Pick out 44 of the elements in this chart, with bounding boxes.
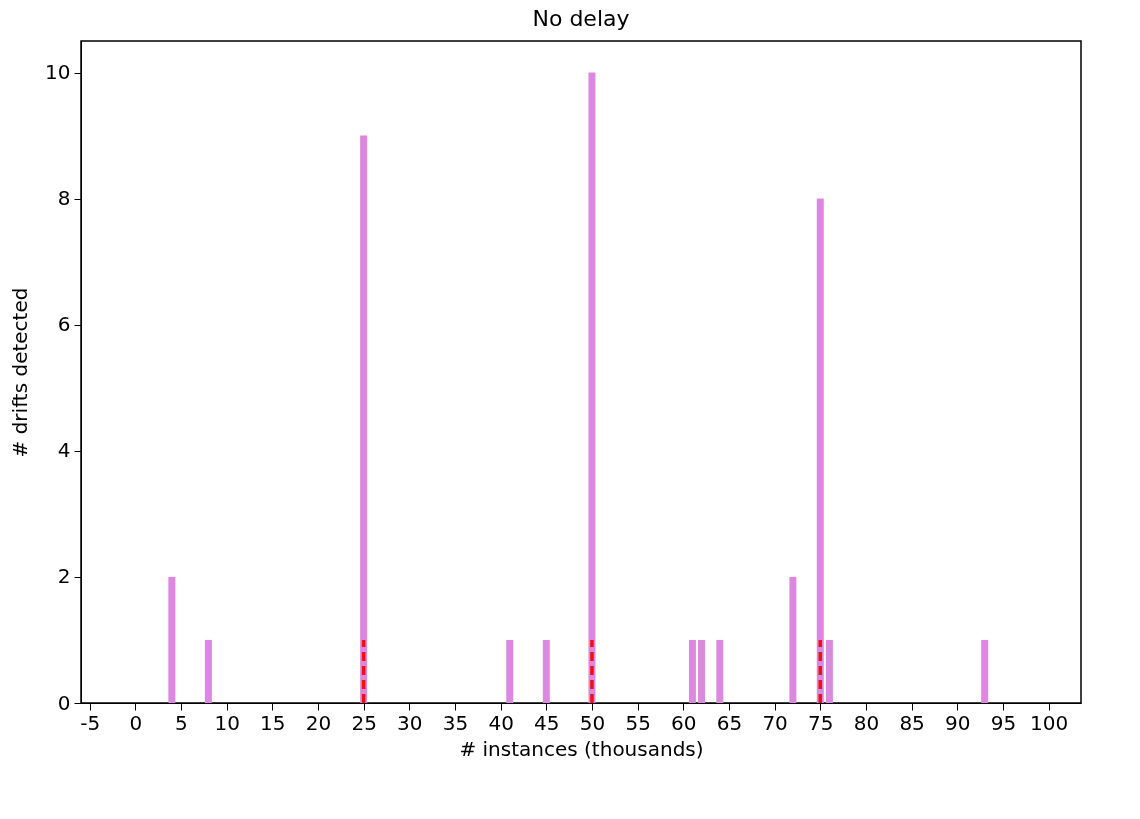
bar xyxy=(542,639,550,703)
x-tick-label: 5 xyxy=(175,710,188,735)
chart-title: No delay xyxy=(532,6,630,31)
x-tick-label: 45 xyxy=(534,710,560,735)
x-tick-label: 55 xyxy=(625,710,651,735)
y-tick-label: 0 xyxy=(57,690,71,715)
x-tick-label: 25 xyxy=(351,710,377,735)
x-tick-label: 80 xyxy=(853,710,880,735)
x-tick-label: 10 xyxy=(214,710,240,735)
bar xyxy=(688,639,696,703)
x-axis-title: # instances (thousands) xyxy=(459,736,704,761)
x-tick-label: 50 xyxy=(579,710,606,735)
x-tick-label: -5 xyxy=(80,710,101,735)
x-tick-label: 30 xyxy=(397,710,423,735)
bar xyxy=(789,576,797,703)
y-axis-title: # drifts detected xyxy=(8,287,33,458)
x-tick-label: 20 xyxy=(305,710,332,735)
x-tick-label: 85 xyxy=(899,710,925,735)
x-tick-label: 0 xyxy=(129,710,143,735)
bar xyxy=(506,639,514,703)
x-tick-label: 15 xyxy=(260,710,286,735)
bar xyxy=(168,576,176,703)
y-tick-label: 4 xyxy=(57,438,71,463)
bar xyxy=(360,135,368,703)
y-tick-label: 2 xyxy=(57,564,71,589)
bar xyxy=(716,639,724,703)
x-tick-label: 90 xyxy=(945,710,971,735)
x-tick-label: 75 xyxy=(808,710,834,735)
bar xyxy=(204,639,212,703)
x-tick-label: 40 xyxy=(488,710,514,735)
bar xyxy=(588,72,596,703)
bar xyxy=(825,639,833,703)
y-tick-label: 10 xyxy=(45,60,71,85)
bar xyxy=(816,198,824,703)
x-tick-label: 100 xyxy=(1030,710,1069,735)
y-tick-label: 8 xyxy=(57,186,71,211)
x-tick-label: 95 xyxy=(990,710,1017,735)
x-tick-label: 70 xyxy=(762,710,788,735)
y-tick-label: 6 xyxy=(57,312,71,337)
bar xyxy=(698,639,706,703)
x-tick-label: 35 xyxy=(442,710,469,735)
x-tick-label: 60 xyxy=(671,710,697,735)
bar xyxy=(981,639,989,703)
x-tick-label: 65 xyxy=(716,710,743,735)
